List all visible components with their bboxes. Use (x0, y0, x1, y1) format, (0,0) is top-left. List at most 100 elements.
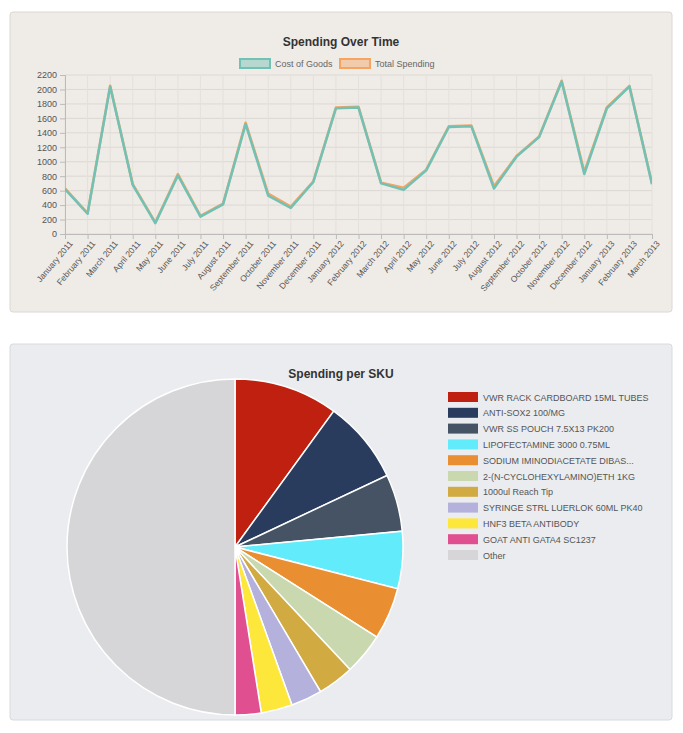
tick-label: 600 (42, 186, 57, 196)
legend-label: VWR RACK CARDBOARD 15ML TUBES (483, 393, 649, 403)
axis-line (60, 76, 66, 235)
legend-item: HNF3 BETA ANTIBODY (448, 518, 579, 529)
tick-label: 1600 (37, 114, 57, 124)
tick-mark (291, 234, 292, 239)
legend-item: 2-(N-CYCLOHEXYLAMINO)ETH 1KG (448, 471, 635, 482)
x-axis: January 2011February 2011March 2011April… (34, 234, 662, 293)
grid-line-vertical (245, 75, 246, 234)
legend-label: GOAT ANTI GATA4 SC1237 (483, 535, 596, 545)
tick-mark (607, 234, 608, 239)
tick-mark (60, 220, 65, 221)
tick: December 2011 (277, 234, 323, 291)
tick: 800 (42, 172, 65, 182)
tick-label: March 2013 (625, 238, 662, 279)
tick-mark (336, 234, 337, 239)
legend-item: GOAT ANTI GATA4 SC1237 (448, 534, 596, 545)
legend-label: 2-(N-CYCLOHEXYLAMINO)ETH 1KG (483, 472, 635, 482)
grid-line-vertical (471, 75, 472, 234)
tick-mark (60, 162, 65, 163)
grid-line-vertical (381, 75, 382, 234)
tick: March 2013 (625, 234, 662, 280)
pie-slice (67, 379, 235, 715)
legend-swatch (448, 471, 478, 481)
tick-label: 2200 (37, 70, 57, 80)
legend-swatch (448, 439, 478, 449)
tick-mark (60, 147, 65, 148)
tick-mark (155, 234, 156, 239)
chart-title: Spending Over Time (283, 35, 400, 49)
tick-mark (60, 118, 65, 119)
legend-swatch (448, 408, 478, 418)
tick-label: 1200 (37, 143, 57, 153)
legend-item: VWR RACK CARDBOARD 15ML TUBES (448, 392, 649, 403)
tick-label: 0 (52, 229, 57, 239)
tick-mark (178, 234, 179, 239)
tick-mark (426, 234, 427, 239)
legend-item: Other (448, 550, 506, 561)
legend-item: 1000ul Reach Tip (448, 487, 553, 498)
legend-swatch (448, 518, 478, 528)
tick: 1600 (37, 114, 65, 124)
legend: VWR RACK CARDBOARD 15ML TUBES ANTI-SOX2 1… (448, 392, 649, 561)
legend-label: ANTI-SOX2 100/MG (483, 408, 565, 418)
tick-mark (268, 234, 269, 239)
tick-label: 1000 (37, 157, 57, 167)
grid-line-vertical (606, 75, 607, 234)
grid-line-vertical (268, 75, 269, 234)
tick-label: 400 (42, 200, 57, 210)
tick: 400 (42, 200, 65, 210)
legend-label: SYRINGE STRL LUERLOK 60ML PK40 (483, 503, 642, 513)
legend-item: Cost of Goods (240, 59, 333, 69)
tick-mark (60, 104, 65, 105)
tick-mark (584, 234, 585, 239)
tick: 1000 (37, 157, 65, 167)
tick-label: 1400 (37, 128, 57, 138)
axis-line (66, 235, 653, 240)
legend-label: LIPOFECTAMINE 3000 0.75ML (483, 440, 610, 450)
tick-mark (60, 133, 65, 134)
tick-mark (60, 234, 65, 235)
grid-line-vertical (335, 75, 336, 234)
legend-item: LIPOFECTAMINE 3000 0.75ML (448, 439, 610, 450)
tick: 1800 (37, 99, 65, 109)
grid-line-vertical (493, 75, 494, 234)
tick-mark (313, 234, 314, 239)
tick-mark (60, 176, 65, 177)
tick-mark (652, 234, 653, 239)
legend-label: Cost of Goods (275, 59, 333, 69)
legend-swatch (448, 455, 478, 465)
tick-mark (200, 234, 201, 239)
tick-label: 2000 (37, 85, 57, 95)
grid-line-vertical (177, 75, 178, 234)
legend-item: Total Spending (340, 59, 435, 69)
legend-label: Total Spending (375, 59, 435, 69)
grid-line-vertical (155, 75, 156, 234)
card (10, 12, 672, 312)
tick-label: March 2012 (354, 238, 391, 279)
tick: 1400 (37, 128, 65, 138)
tick-label: 200 (42, 215, 57, 225)
tick: 200 (42, 215, 65, 225)
legend-item: VWR SS POUCH 7.5X13 PK200 (448, 424, 614, 435)
card (10, 344, 672, 720)
tick: 1200 (37, 143, 65, 153)
tick: December 2012 (548, 234, 595, 291)
legend-swatch (448, 487, 478, 497)
tick: 600 (42, 186, 65, 196)
tick-mark (110, 234, 111, 239)
plot-area (65, 81, 652, 223)
grid-line-vertical (448, 75, 449, 234)
legend-item: SYRINGE STRL LUERLOK 60ML PK40 (448, 503, 642, 513)
tick-mark (60, 191, 65, 192)
tick: 2000 (37, 85, 65, 95)
tick-mark (539, 234, 540, 239)
legend-swatch (448, 424, 478, 434)
legend-label: SODIUM IMINODIACETATE DIBAS... (483, 456, 634, 466)
legend-label: 1000ul Reach Tip (483, 487, 553, 497)
tick-mark (60, 75, 65, 76)
legend-swatch (448, 550, 478, 560)
tick-mark (471, 234, 472, 239)
tick-mark (494, 234, 495, 239)
tick-mark (65, 234, 66, 239)
legend-swatch (240, 59, 270, 68)
